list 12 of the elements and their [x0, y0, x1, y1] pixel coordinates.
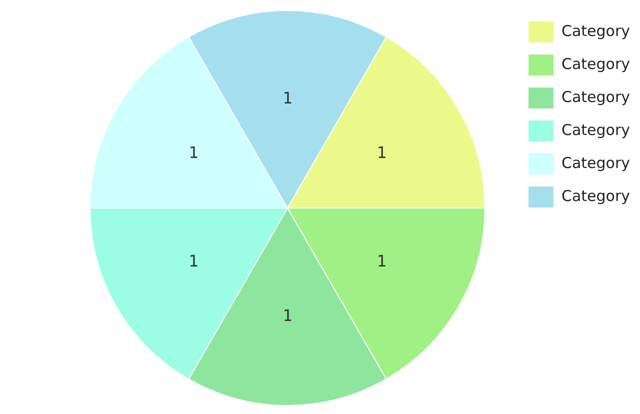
data-label: 1 — [282, 88, 292, 108]
data-label: 1 — [282, 306, 292, 325]
data-label: 1 — [376, 142, 386, 162]
legend-label: Category — [561, 88, 630, 106]
legend-label: Category — [561, 154, 630, 172]
data-label: 1 — [376, 251, 386, 270]
data-label: 1 — [188, 142, 198, 162]
legend-label: Category — [561, 120, 630, 139]
legend-label: Category — [561, 22, 630, 40]
legend-label: Category — [561, 54, 630, 73]
legend-label: Category — [561, 186, 630, 205]
data-label: 1 — [188, 251, 198, 270]
